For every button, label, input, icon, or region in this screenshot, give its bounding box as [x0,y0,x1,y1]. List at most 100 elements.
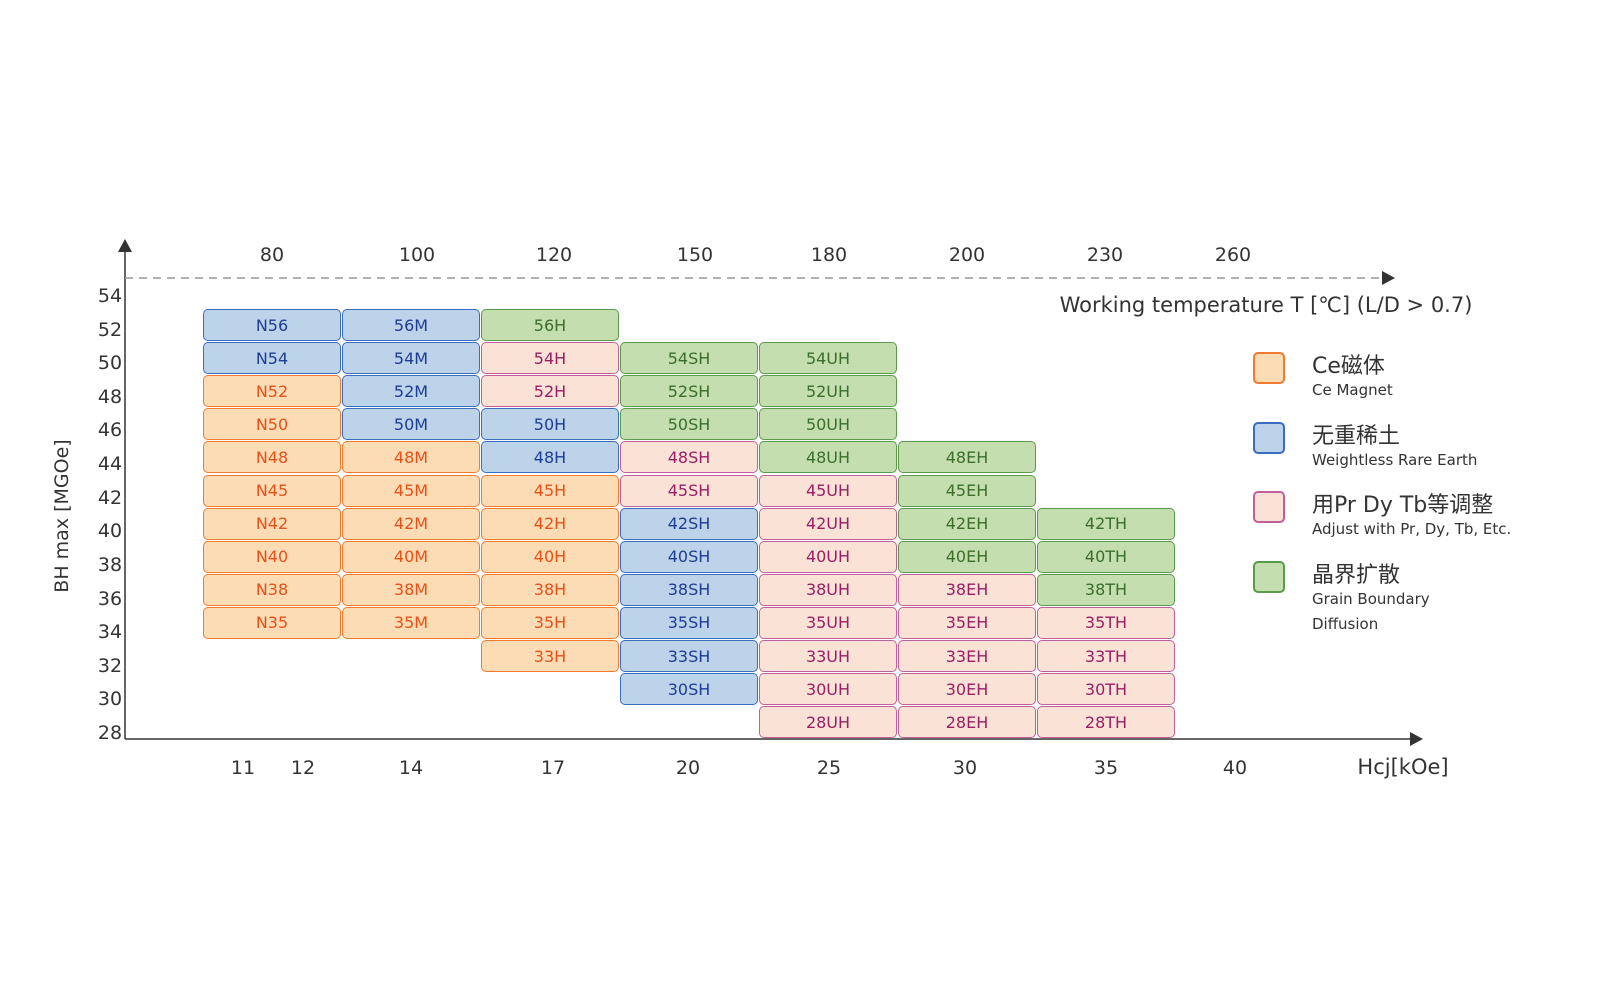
grade-cell-N56: N56 [203,309,341,342]
y-tick-label: 42 [97,486,123,509]
legend-title-ce: Ce磁体 [1312,354,1385,379]
y-tick-label: 36 [97,587,123,610]
y-tick-label: 46 [97,419,123,442]
grade-cell-30SH: 30SH [620,673,758,706]
x-tick-label: 14 [398,757,424,779]
grade-cell-33TH: 33TH [1037,640,1175,673]
grade-cell-30UH: 30UH [759,673,897,706]
grade-cell-54SH: 54SH [620,342,758,375]
grade-cell-42UH: 42UH [759,507,897,540]
x-axis-arrow [1410,732,1423,746]
grade-cell-N40: N40 [203,540,341,573]
top-axis-label: Working temperature T [℃] (L/D > 0.7) [1059,293,1473,317]
grade-cell-38M: 38M [342,573,480,606]
x-tick-label: 35 [1093,757,1119,779]
grade-cell-33EH: 33EH [898,640,1036,673]
y-tick-label: 44 [97,453,123,476]
legend-subtitle2-gbd: Diffusion [1312,614,1379,633]
grade-cell-35SH: 35SH [620,606,758,639]
grade-cell-40H: 40H [481,540,619,573]
grade-cell-35H: 35H [481,606,619,639]
grade-cell-30TH: 30TH [1037,673,1175,706]
grade-cell-42EH: 42EH [898,507,1036,540]
top-tick-label: 100 [398,244,436,266]
grade-cell-35EH: 35EH [898,606,1036,639]
x-tick-label: 11 [230,757,256,779]
top-tick-label: 120 [535,244,573,266]
grade-cell-N52: N52 [203,375,341,408]
grade-cell-28TH: 28TH [1037,706,1175,739]
grade-cell-N54: N54 [203,342,341,375]
y-tick-label: 30 [97,688,123,711]
grade-cell-42SH: 42SH [620,507,758,540]
grade-cell-54UH: 54UH [759,342,897,375]
grade-cell-33H: 33H [481,640,619,673]
legend-swatch-weightless [1253,421,1285,454]
x-axis-label: Hcj[kOe] [1357,755,1449,779]
y-tick-label: 48 [97,385,123,408]
grade-cell-52UH: 52UH [759,375,897,408]
grade-cell-42M: 42M [342,507,480,540]
x-tick-label: 40 [1222,757,1248,779]
y-tick-label: 52 [97,318,123,341]
grade-cell-40UH: 40UH [759,540,897,573]
grade-cell-48M: 48M [342,441,480,474]
grade-cell-54M: 54M [342,342,480,375]
grade-cell-30EH: 30EH [898,673,1036,706]
top-tick-label: 200 [948,244,986,266]
x-tick-label: 30 [952,757,978,779]
y-tick-label: 54 [97,285,123,307]
y-tick-label: 34 [97,621,123,644]
grade-cell-45EH: 45EH [898,474,1036,507]
x-tick-label: 25 [816,757,842,779]
legend-subtitle-ce: Ce Magnet [1312,381,1393,399]
y-tick-label: 40 [97,520,123,543]
grade-cell-33SH: 33SH [620,640,758,673]
legend-title-weightless: 无重稀土 [1312,423,1401,449]
grade-cell-28UH: 28UH [759,706,897,739]
y-tick-label: 28 [97,722,123,744]
top-tick-label: 150 [676,244,714,266]
grade-cell-45M: 45M [342,474,480,507]
top-tick-label: 260 [1214,244,1252,266]
grade-cell-N42: N42 [203,507,341,540]
grade-cell-45H: 45H [481,474,619,507]
grade-cell-48H: 48H [481,441,619,474]
grade-cell-38SH: 38SH [620,573,758,606]
grade-cell-33UH: 33UH [759,640,897,673]
grade-cell-N45: N45 [203,474,341,507]
legend-subtitle-weightless: Weightless Rare Earth [1312,450,1478,469]
grade-cell-38TH: 38TH [1037,573,1175,606]
x-tick-label: 20 [675,757,701,779]
legend-title-adjust: 用Pr Dy Tb等调整 [1312,493,1494,518]
grade-cell-42TH: 42TH [1037,507,1175,540]
grade-cell-N48: N48 [203,441,341,474]
grade-cell-50UH: 50UH [759,408,897,441]
y-tick-label: 50 [97,352,123,375]
legend-subtitle-gbd: Grain Boundary [1312,589,1430,608]
grade-cell-35TH: 35TH [1037,606,1175,639]
grade-cell-40EH: 40EH [898,540,1036,573]
grade-cell-56M: 56M [342,309,480,342]
top-tick-label: 80 [259,244,285,266]
grade-cell-42H: 42H [481,507,619,540]
grade-cell-48EH: 48EH [898,441,1036,474]
grade-cell-38H: 38H [481,573,619,606]
grade-cell-40M: 40M [342,540,480,573]
grade-cell-28EH: 28EH [898,706,1036,739]
grade-cell-52SH: 52SH [620,375,758,408]
grade-cell-50SH: 50SH [620,408,758,441]
grade-cell-45UH: 45UH [759,474,897,507]
grade-cell-40SH: 40SH [620,540,758,573]
grade-cell-52H: 52H [481,375,619,408]
legend-swatch-ce [1253,352,1285,384]
x-tick-label: 17 [540,757,566,779]
grade-cell-38EH: 38EH [898,573,1036,606]
y-axis-label: BH max [MGOe] [51,439,73,593]
legend-subtitle-adjust: Adjust with Pr, Dy, Tb, Etc. [1312,520,1512,538]
legend-swatch-gbd [1253,560,1285,593]
legend-swatch-adjust [1253,491,1285,523]
x-tick-label: 12 [290,757,316,779]
grade-cell-52M: 52M [342,375,480,408]
